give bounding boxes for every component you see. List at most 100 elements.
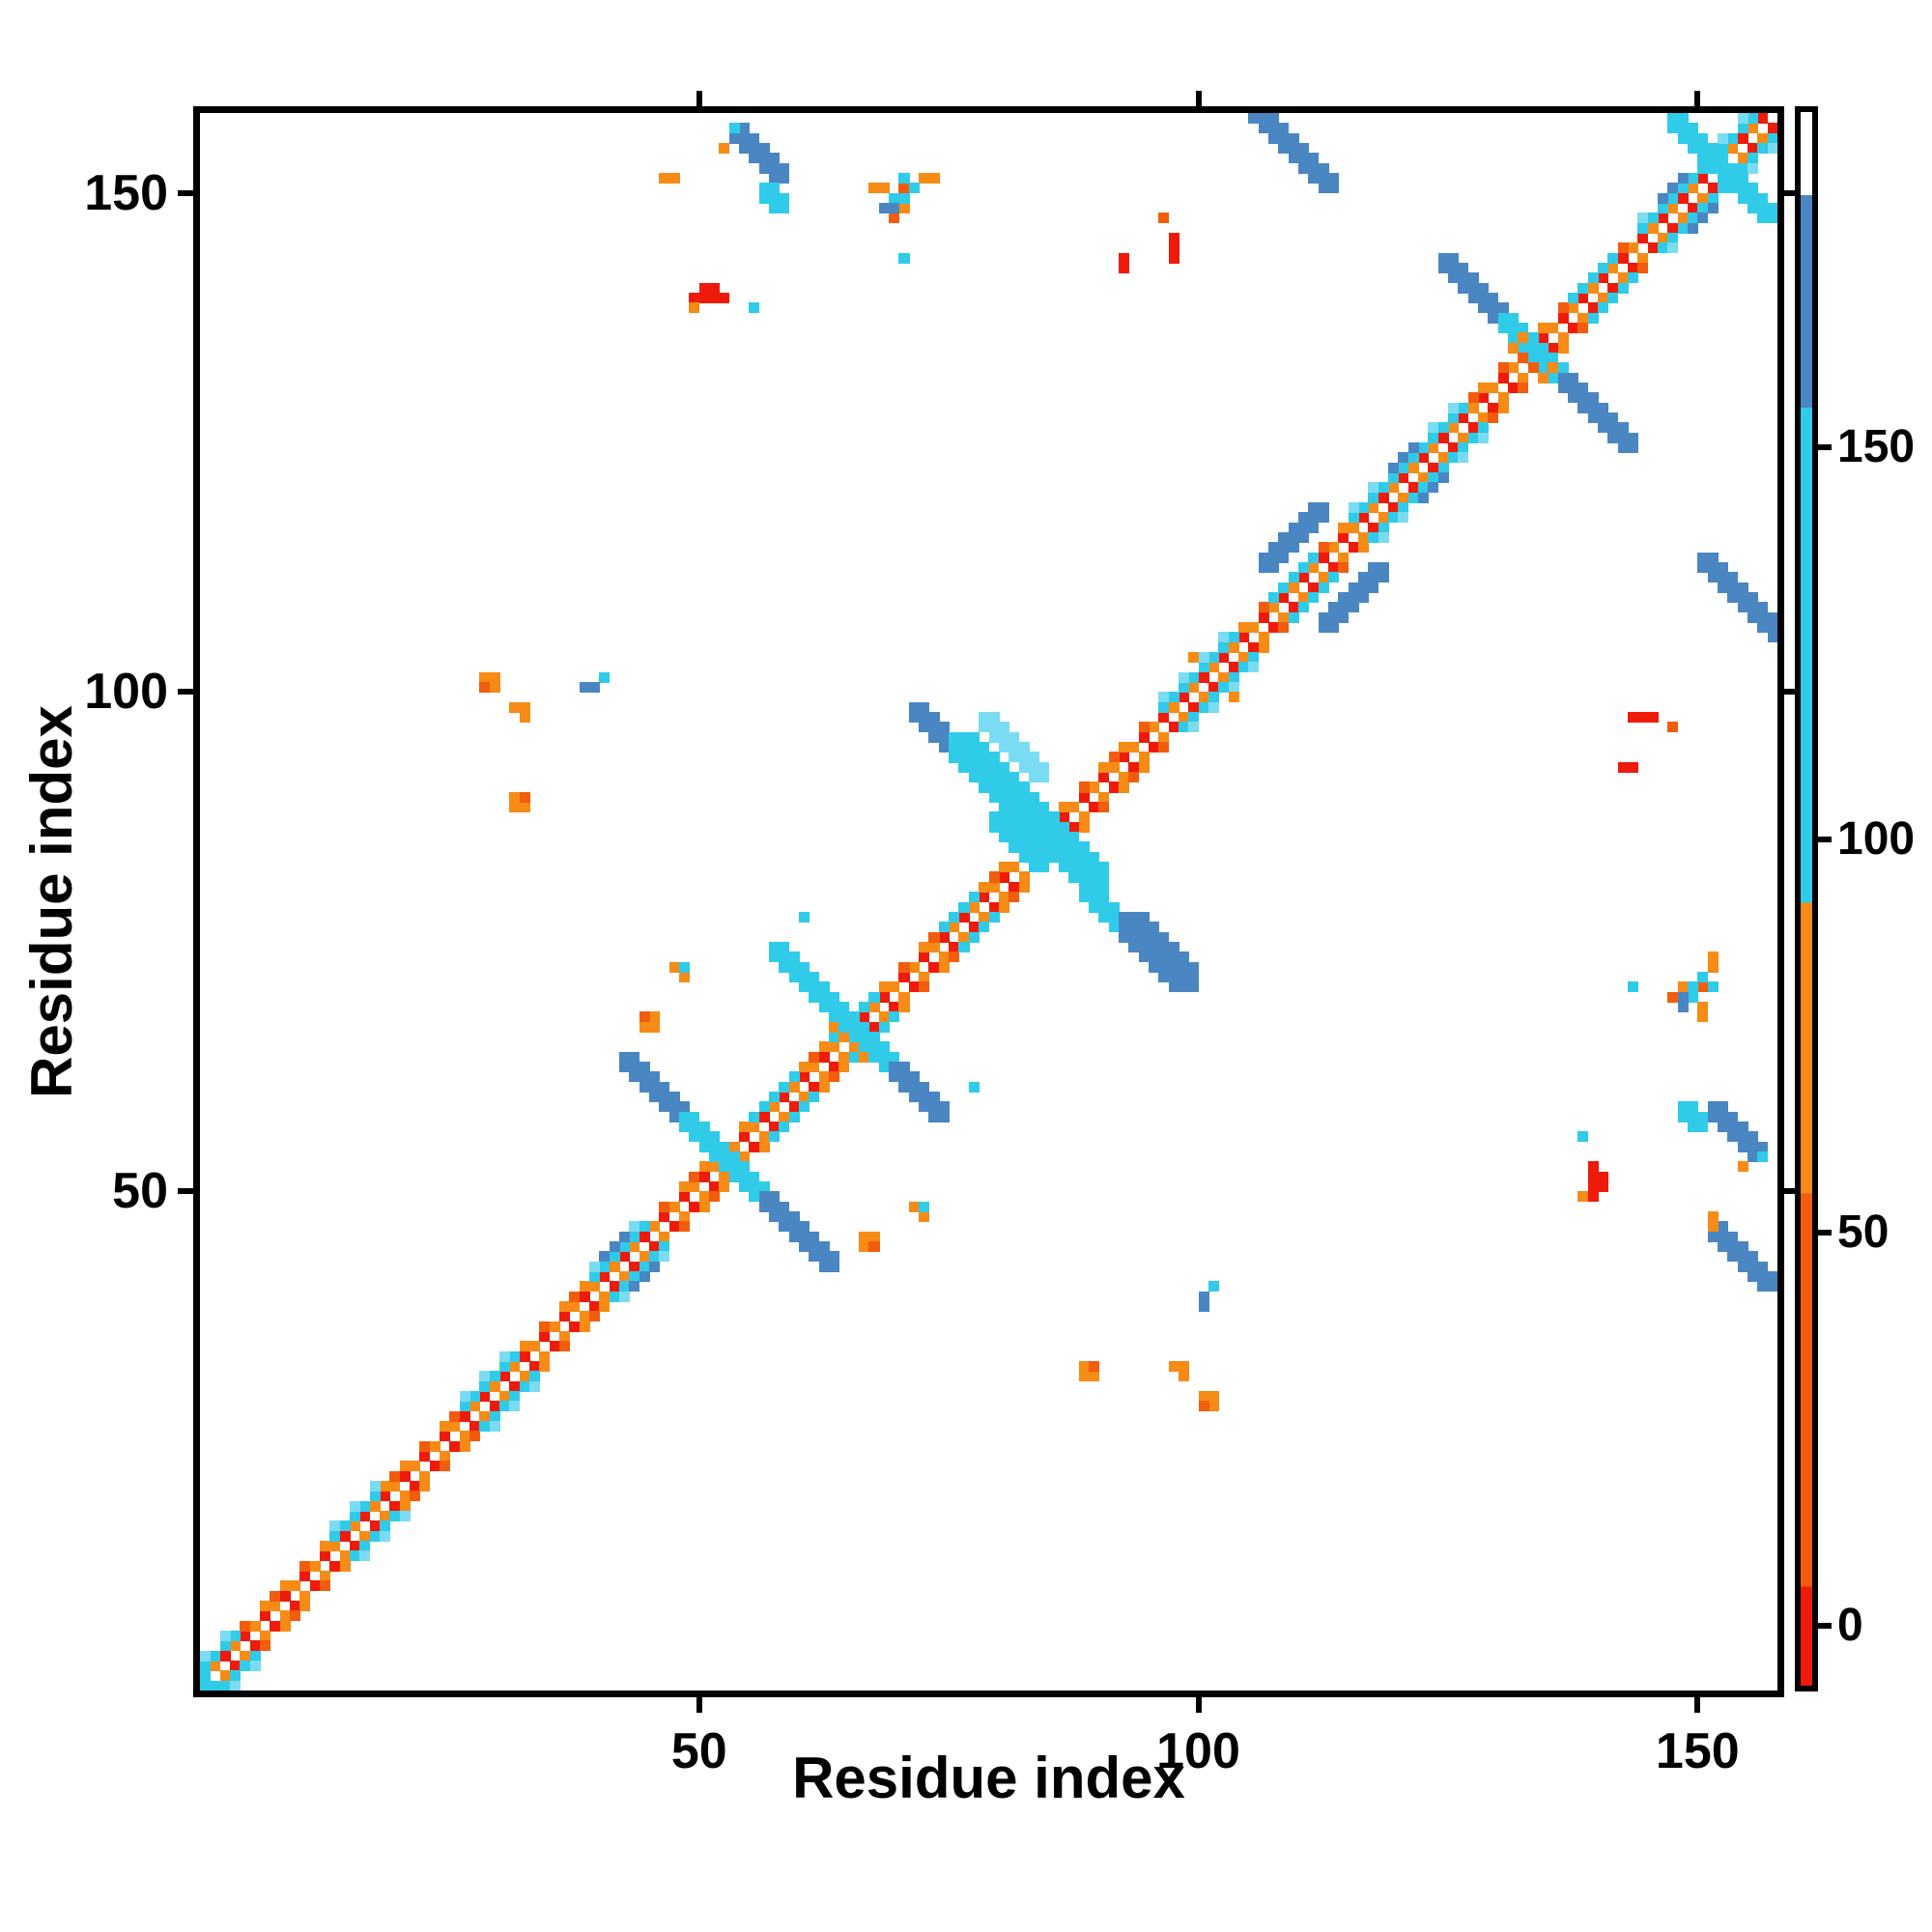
heatmap-cell [1747, 162, 1759, 174]
heatmap-cell [1088, 781, 1099, 793]
heatmap-cell [1637, 233, 1649, 244]
heatmap-cell [369, 1530, 381, 1542]
heatmap-cell [1707, 1210, 1719, 1222]
heatmap-cell [1747, 123, 1759, 134]
heatmap-cell [589, 1270, 601, 1282]
heatmap-cell [339, 1560, 351, 1572]
heatmap-cell [689, 302, 700, 314]
heatmap-cell [889, 1011, 900, 1023]
heatmap-cell [1378, 492, 1389, 503]
heatmap-cell [1218, 652, 1230, 664]
heatmap-cell [1617, 272, 1629, 284]
heatmap-cell [709, 293, 721, 304]
heatmap-cell [519, 712, 530, 724]
heatmap-cell [519, 1341, 530, 1352]
heatmap-cell [1198, 671, 1209, 683]
y-tick-label: 50 [112, 1163, 168, 1220]
heatmap-cell [1647, 213, 1659, 224]
heatmap-cell [1168, 233, 1179, 244]
heatmap-cell [1428, 472, 1439, 484]
heatmap-cell [1518, 332, 1529, 344]
heatmap-cell [1488, 383, 1499, 394]
heatmap-cell [1198, 692, 1209, 703]
heatmap-cell [1128, 761, 1140, 773]
heatmap-cell [309, 1580, 321, 1592]
heatmap-cell [509, 1380, 521, 1392]
heatmap-cell [1368, 562, 1389, 583]
heatmap-cell [359, 1550, 371, 1562]
heatmap-cell [1308, 592, 1320, 604]
heatmap-cell [479, 1380, 491, 1392]
heatmap-cell [1078, 791, 1090, 803]
heatmap-cell [1018, 871, 1030, 883]
heatmap-cell [1237, 622, 1249, 634]
heatmap-cell [429, 1440, 440, 1452]
heatmap-cell [1327, 562, 1339, 574]
heatmap-cell [1477, 432, 1489, 443]
heatmap-cell [1477, 383, 1489, 394]
heatmap-cell [320, 1540, 331, 1551]
heatmap-cell [1587, 312, 1599, 324]
heatmap-cell [1398, 472, 1409, 484]
heatmap-cell [668, 1201, 680, 1212]
heatmap-cell [1188, 722, 1200, 733]
heatmap-cell [1198, 652, 1209, 664]
heatmap-cell [1378, 512, 1389, 524]
heatmap-cell [1387, 482, 1399, 494]
x-tick-label: 100 [1156, 1723, 1240, 1779]
heatmap-cell [539, 1350, 551, 1362]
heatmap-cell [489, 1420, 500, 1432]
heatmap-cell [1757, 1270, 1777, 1293]
heatmap-cell [1518, 353, 1529, 364]
heatmap-cell [1318, 582, 1329, 593]
heatmap-cell [1518, 372, 1529, 384]
heatmap-cell [419, 1440, 431, 1452]
heatmap-cell [359, 1510, 371, 1521]
heatmap-cell [1208, 1401, 1219, 1412]
heatmap-cell [1327, 572, 1339, 583]
heatmap-cell [1348, 522, 1359, 533]
heatmap-cell [569, 1300, 581, 1312]
heatmap-cell [380, 1480, 391, 1492]
heatmap-cell [1697, 192, 1709, 204]
heatmap-cell [709, 1180, 721, 1192]
heatmap-cell [459, 1410, 470, 1422]
x-axis-tick-top [1195, 91, 1202, 106]
heatmap-cell [449, 1440, 461, 1452]
heatmap-cell [1667, 203, 1679, 214]
heatmap-cell [1557, 342, 1569, 354]
heatmap-cell [859, 1051, 870, 1063]
heatmap-cell [240, 1650, 251, 1662]
heatmap-cell [829, 1071, 840, 1083]
heatmap-cell [1178, 722, 1189, 733]
heatmap-cell [1677, 192, 1689, 204]
heatmap-cell [1557, 302, 1569, 314]
heatmap-cell [219, 1680, 231, 1690]
heatmap-cell [639, 1221, 650, 1233]
heatmap-cell [1757, 143, 1769, 155]
heatmap-cell [419, 1470, 431, 1482]
heatmap-cell [1118, 752, 1129, 763]
heatmap-cell [1168, 722, 1179, 733]
heatmap-cell [1737, 123, 1748, 134]
heatmap-cell [1228, 682, 1239, 694]
heatmap-cell [1198, 662, 1209, 673]
heatmap-cell [1467, 422, 1479, 434]
heatmap-cell [469, 1420, 481, 1432]
heatmap-cell [1667, 183, 1679, 194]
heatmap-cell [1058, 811, 1069, 823]
heatmap-cell [309, 1560, 321, 1572]
heatmap-cell [1637, 712, 1649, 724]
heatmap-cell [230, 1640, 242, 1652]
heatmap-cell [1198, 701, 1209, 713]
heatmap-cell [938, 931, 950, 943]
heatmap-cell [698, 1171, 710, 1182]
heatmap-cell [1188, 682, 1200, 694]
heatmap-cell [549, 1321, 560, 1332]
heatmap-cell [838, 1061, 850, 1072]
heatmap-cell [359, 1540, 371, 1551]
heatmap-cell [1357, 502, 1369, 514]
heatmap-cell [249, 1640, 261, 1652]
heatmap-cell [1118, 781, 1129, 793]
heatmap-cell [1657, 242, 1668, 254]
